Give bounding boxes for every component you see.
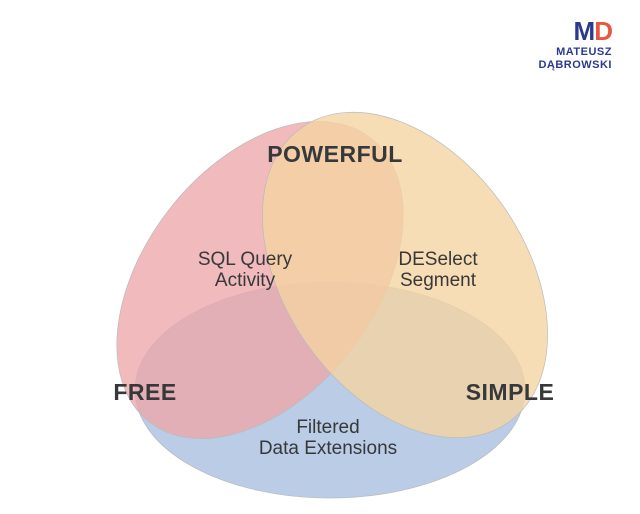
category-simple: SIMPLE	[430, 379, 590, 405]
venn-canvas: MD MATEUSZ DĄBROWSKI POWERFUL FREE SIMPL…	[0, 0, 640, 514]
method-sql-l1: SQL Query	[198, 249, 292, 270]
category-powerful: POWERFUL	[255, 141, 415, 167]
category-free: FREE	[65, 379, 225, 405]
method-deselect-l2: Segment	[400, 270, 476, 291]
method-sql: SQL Query Activity	[165, 249, 325, 293]
method-deselect-l1: DESelect	[398, 249, 477, 270]
method-filtered-l1: Filtered	[296, 417, 359, 438]
method-filtered: Filtered Data Extensions	[248, 417, 408, 461]
method-deselect: DESelect Segment	[358, 249, 518, 293]
method-filtered-l2: Data Extensions	[259, 438, 397, 459]
method-sql-l2: Activity	[215, 270, 275, 291]
